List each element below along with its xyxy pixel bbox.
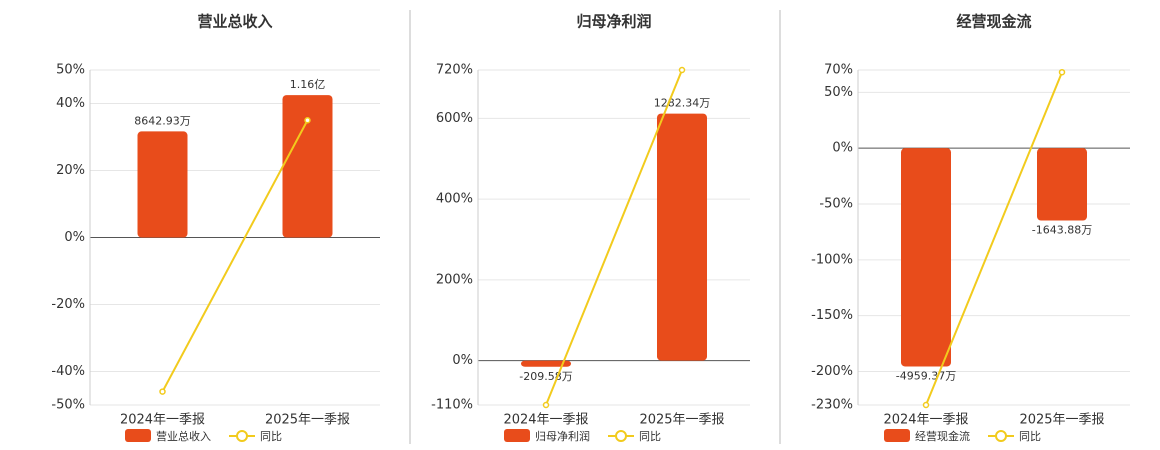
y-tick-label: 20% [56, 163, 85, 178]
legend-swatch [884, 429, 910, 442]
legend-swatch [236, 430, 248, 442]
x-tick-label: 2025年一季报 [265, 413, 350, 428]
bar [901, 148, 951, 367]
legend-label: 同比 [639, 430, 661, 443]
y-tick-label: 70% [824, 63, 853, 78]
y-tick-label: 720% [436, 63, 473, 78]
line [161, 119, 309, 393]
y-tick-label: -200% [811, 364, 853, 379]
legend-label: 同比 [260, 430, 282, 443]
legend-label: 营业总收入 [156, 429, 211, 443]
value-label: 1.16亿 [290, 78, 326, 91]
y-tick-label: -100% [811, 252, 853, 267]
y-tick-label: -230% [811, 398, 853, 413]
y-tick-label: 0% [452, 353, 473, 368]
point [304, 117, 311, 124]
value-label: 1282.34万 [654, 97, 711, 110]
bar [137, 131, 188, 238]
x-tick-label: 2024年一季报 [120, 413, 205, 428]
legend-swatch [504, 429, 530, 442]
point [678, 66, 686, 74]
chart-title: 营业总收入 [197, 13, 272, 31]
chart-panel: 归母净利润 -110% 0% 200% 400% 600% 720% 2024年一季报 2025… [431, 13, 750, 443]
line [545, 69, 683, 406]
y-tick-label: -150% [811, 308, 853, 323]
y-tick-label: -20% [51, 297, 85, 312]
bar [521, 360, 571, 367]
value-label: -209.58万 [519, 370, 572, 383]
y-tick-label: -110% [431, 398, 473, 413]
legend-swatch [125, 429, 151, 442]
value-label: -1643.88万 [1032, 224, 1092, 237]
y-tick-label: 0% [832, 141, 853, 156]
chart-title: 归母净利润 [576, 13, 651, 31]
value-label: -4959.37万 [896, 369, 956, 382]
y-tick-label: 400% [436, 192, 473, 207]
chart-panel: 营业总收入 -50% -40% -20% 0% 20% 40% 50% 2024年一季报 2025… [51, 13, 380, 443]
legend-swatch [615, 430, 627, 442]
point [542, 401, 550, 409]
legend-swatch [995, 430, 1007, 442]
y-tick-label: -50% [819, 197, 853, 212]
value-label: 8642.93万 [134, 114, 191, 127]
chart-title: 经营现金流 [956, 13, 1031, 31]
x-tick-label: 2025年一季报 [1019, 413, 1104, 428]
y-tick-label: 40% [56, 96, 85, 111]
y-tick-label: 600% [436, 111, 473, 126]
y-tick-label: 50% [56, 63, 85, 78]
y-tick-label: 0% [64, 230, 85, 245]
legend-label: 经营现金流 [915, 429, 970, 443]
legend-label: 同比 [1019, 430, 1041, 443]
legend-label: 归母净利润 [535, 429, 590, 443]
bar [657, 113, 707, 361]
chart-panel: 经营现金流 -230% -200% -150% -100% -50% 0% 50% 70% 202… [811, 13, 1130, 443]
x-tick-label: 2024年一季报 [883, 413, 968, 428]
line [925, 71, 1063, 406]
y-tick-label: -50% [51, 398, 85, 413]
point [922, 401, 930, 409]
bar [282, 95, 333, 238]
y-tick-label: 200% [436, 272, 473, 287]
y-tick-label: -40% [51, 364, 85, 379]
point [1058, 68, 1066, 76]
y-tick-label: 50% [824, 85, 853, 100]
bar [1037, 148, 1087, 221]
x-tick-label: 2024年一季报 [503, 413, 588, 428]
x-tick-label: 2025年一季报 [639, 413, 724, 428]
point [159, 388, 166, 395]
